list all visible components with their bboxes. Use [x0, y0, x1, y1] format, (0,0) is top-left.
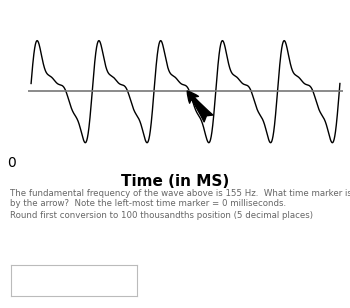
- Text: Time (in MS): Time (in MS): [121, 174, 229, 189]
- Text: Round first conversion to 100 thousandths position (5 decimal places): Round first conversion to 100 thousandth…: [10, 211, 314, 220]
- Text: by the arrow?  Note the left-most time marker = 0 milliseconds.: by the arrow? Note the left-most time ma…: [10, 199, 287, 208]
- Text: The fundamental frequency of the wave above is 155 Hz.  What time marker is repr: The fundamental frequency of the wave ab…: [10, 189, 350, 198]
- Text: 0: 0: [7, 156, 15, 170]
